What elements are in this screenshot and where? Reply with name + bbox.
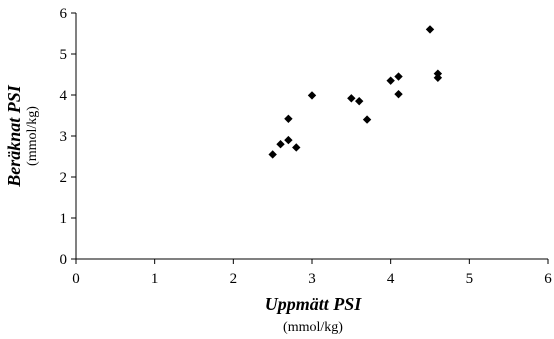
data-point bbox=[394, 72, 403, 81]
data-point bbox=[276, 140, 285, 149]
x-tick-label: 0 bbox=[72, 271, 80, 287]
data-point bbox=[433, 73, 443, 82]
x-axis-title: Uppmätt PSI bbox=[265, 294, 363, 314]
x-tick-label: 2 bbox=[230, 271, 238, 287]
y-tick-label: 3 bbox=[60, 129, 68, 145]
y-tick-label: 5 bbox=[60, 47, 68, 63]
data-point bbox=[362, 115, 372, 124]
data-point bbox=[386, 76, 395, 85]
y-tick-label: 0 bbox=[60, 252, 68, 268]
x-tick-label: 6 bbox=[544, 271, 552, 287]
data-point bbox=[394, 89, 403, 99]
y-tick-label: 2 bbox=[60, 170, 68, 186]
data-point bbox=[268, 150, 277, 159]
x-tick-label: 5 bbox=[466, 271, 474, 287]
data-point bbox=[292, 143, 301, 152]
x-axis-unit: (mmol/kg) bbox=[283, 320, 343, 335]
data-point bbox=[355, 96, 364, 106]
data-point bbox=[284, 135, 293, 145]
x-tick-label: 3 bbox=[308, 271, 316, 287]
x-ticks: 0 1 2 3 4 5 6 bbox=[72, 259, 552, 287]
y-ticks: 0 1 2 3 4 5 6 bbox=[60, 6, 76, 268]
x-tick-label: 1 bbox=[151, 271, 159, 287]
y-tick-label: 4 bbox=[60, 88, 68, 104]
data-point bbox=[347, 94, 356, 103]
data-points bbox=[268, 25, 443, 159]
y-axis-unit: (mmol/kg) bbox=[25, 106, 40, 166]
data-point bbox=[425, 25, 435, 34]
y-axis-title: Beräknat PSI bbox=[4, 84, 24, 188]
y-tick-label: 6 bbox=[60, 6, 68, 22]
data-point bbox=[307, 91, 317, 100]
x-tick-label: 4 bbox=[387, 271, 395, 287]
y-tick-label: 1 bbox=[60, 211, 68, 227]
data-point bbox=[284, 114, 293, 123]
